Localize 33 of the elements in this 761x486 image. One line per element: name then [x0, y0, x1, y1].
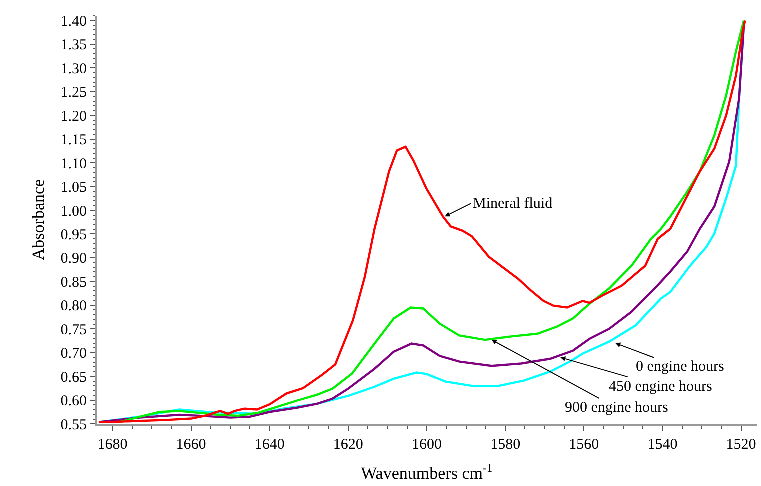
y-tick-label: 1.25 — [60, 85, 87, 102]
y-tick-label: 0.75 — [60, 322, 87, 338]
x-tick-label: 1620 — [333, 437, 364, 453]
y-tick-label: 0.65 — [60, 370, 87, 386]
y-tick-label: 1.35 — [60, 38, 87, 54]
annotation: 0 engine hours — [636, 359, 724, 375]
y-tick-label: 1.10 — [60, 156, 87, 172]
y-tick-label: 1.15 — [60, 132, 87, 149]
x-axis-title: Wavenumbers cm$^{-1}$ — [361, 460, 493, 483]
y-tick-label: 1.30 — [60, 61, 87, 78]
y-tick-label: 1.00 — [60, 204, 87, 220]
y-tick-label: 0.90 — [60, 251, 87, 268]
x-tick-label: 1600 — [412, 437, 442, 453]
y-tick-label: 1.05 — [60, 180, 87, 196]
x-tick-label: 1580 — [490, 437, 521, 453]
x-tick-label: 1640 — [254, 437, 285, 453]
annotation: Mineral fluid — [473, 196, 554, 212]
y-axis-title: Absorbance — [28, 179, 48, 261]
y-tick-label: 1.20 — [60, 108, 87, 125]
annotation: 900 engine hours — [565, 400, 668, 416]
y-tick-label: 0.95 — [60, 227, 87, 244]
y-tick-label: 0.55 — [60, 417, 87, 434]
x-tick-label: 1540 — [648, 437, 678, 453]
annotation: 450 engine hours — [609, 379, 712, 395]
x-tick-label: 1680 — [98, 437, 128, 453]
x-tick-label: 1660 — [176, 437, 206, 453]
y-tick-label: 0.60 — [60, 394, 87, 410]
y-tick-label: 0.80 — [60, 298, 87, 315]
y-tick-label: 0.85 — [60, 274, 87, 291]
x-tick-label: 1520 — [726, 437, 756, 453]
y-tick-label: 1.40 — [60, 14, 87, 30]
x-tick-label: 1560 — [569, 437, 600, 453]
y-tick-label: 0.70 — [60, 346, 87, 362]
